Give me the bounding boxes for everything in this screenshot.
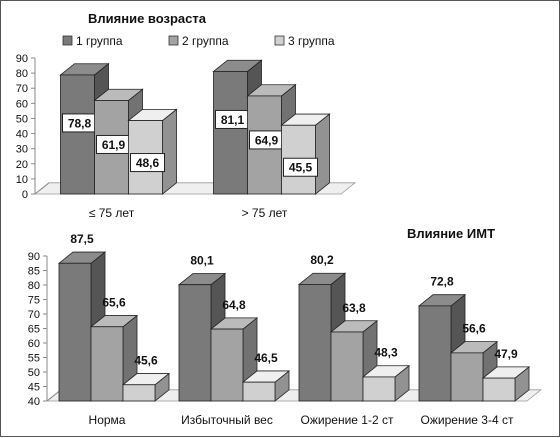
value-label: 64,9 <box>255 133 279 147</box>
value-label: 48,6 <box>136 156 160 170</box>
y-tick-label: 10 <box>16 174 28 186</box>
bar <box>242 381 276 402</box>
value-label: 45,5 <box>289 161 313 175</box>
bar <box>90 326 124 402</box>
category-label: Ожирение 3-4 ст <box>421 413 514 427</box>
value-label-box <box>130 153 165 173</box>
value-label: 81,1 <box>221 113 245 127</box>
legend-swatch <box>274 35 285 46</box>
legend-swatch <box>168 35 179 46</box>
value-label: 64,8 <box>222 298 246 312</box>
category-label: Норма <box>89 413 126 427</box>
y-tick-label: 70 <box>16 83 28 95</box>
y-tick-label: 60 <box>28 338 40 350</box>
bar-side <box>315 113 330 195</box>
value-label: 87,5 <box>70 232 94 246</box>
y-tick-label: 80 <box>16 68 28 80</box>
bar-side <box>162 108 177 195</box>
chart-title: Влияние ИМТ <box>407 226 495 241</box>
y-tick-label: 65 <box>28 324 40 336</box>
category-label: ≤ 75 лет <box>89 206 135 220</box>
legend-label: 3 группа <box>288 34 335 48</box>
y-tick-label: 70 <box>28 309 40 321</box>
value-label: 80,1 <box>190 254 214 268</box>
legend-label: 2 группа <box>182 34 229 48</box>
bar <box>213 71 248 195</box>
y-tick-label: 50 <box>28 367 40 379</box>
floor-edge <box>34 182 50 195</box>
value-label: 65,6 <box>102 296 126 310</box>
value-label: 46,5 <box>254 351 278 365</box>
y-tick-label: 20 <box>16 159 28 171</box>
bar <box>122 384 156 402</box>
value-label: 45,6 <box>134 354 158 368</box>
bar <box>418 305 452 402</box>
y-tick-label: 40 <box>16 129 28 141</box>
bar <box>60 74 95 195</box>
value-label: 72,8 <box>430 275 454 289</box>
category-label: Ожирение 1-2 ст <box>301 413 394 427</box>
y-tick-label: 90 <box>28 251 40 263</box>
bar <box>330 331 364 402</box>
value-label: 48,3 <box>374 346 398 360</box>
legend-label: 1 группа <box>76 34 123 48</box>
bar <box>58 262 92 402</box>
value-label: 80,2 <box>310 253 334 267</box>
value-label: 78,8 <box>68 116 92 130</box>
y-tick-label: 80 <box>28 280 40 292</box>
value-label: 56,6 <box>462 322 486 336</box>
bar <box>482 377 516 402</box>
category-label: > 75 лет <box>242 206 288 220</box>
bar <box>298 284 332 402</box>
value-label: 61,9 <box>102 138 126 152</box>
y-tick-label: 0 <box>22 189 28 201</box>
value-label-box <box>283 157 318 177</box>
y-tick-label: 55 <box>28 353 40 365</box>
value-label: 47,9 <box>494 347 518 361</box>
y-tick-label: 40 <box>28 396 40 408</box>
bar <box>450 352 484 402</box>
y-tick-label: 30 <box>16 144 28 156</box>
chart-title: Влияние возраста <box>88 11 207 26</box>
legend-swatch <box>62 35 73 46</box>
category-label: Избыточный вес <box>181 413 273 427</box>
y-tick-label: 85 <box>28 266 40 278</box>
bar <box>210 328 244 402</box>
y-tick-label: 60 <box>16 98 28 110</box>
y-tick-label: 45 <box>28 382 40 394</box>
y-tick-label: 90 <box>16 53 28 65</box>
value-label: 63,8 <box>342 301 366 315</box>
bar <box>362 376 396 402</box>
bar <box>178 284 212 402</box>
y-tick-label: 75 <box>28 295 40 307</box>
y-tick-label: 50 <box>16 113 28 125</box>
